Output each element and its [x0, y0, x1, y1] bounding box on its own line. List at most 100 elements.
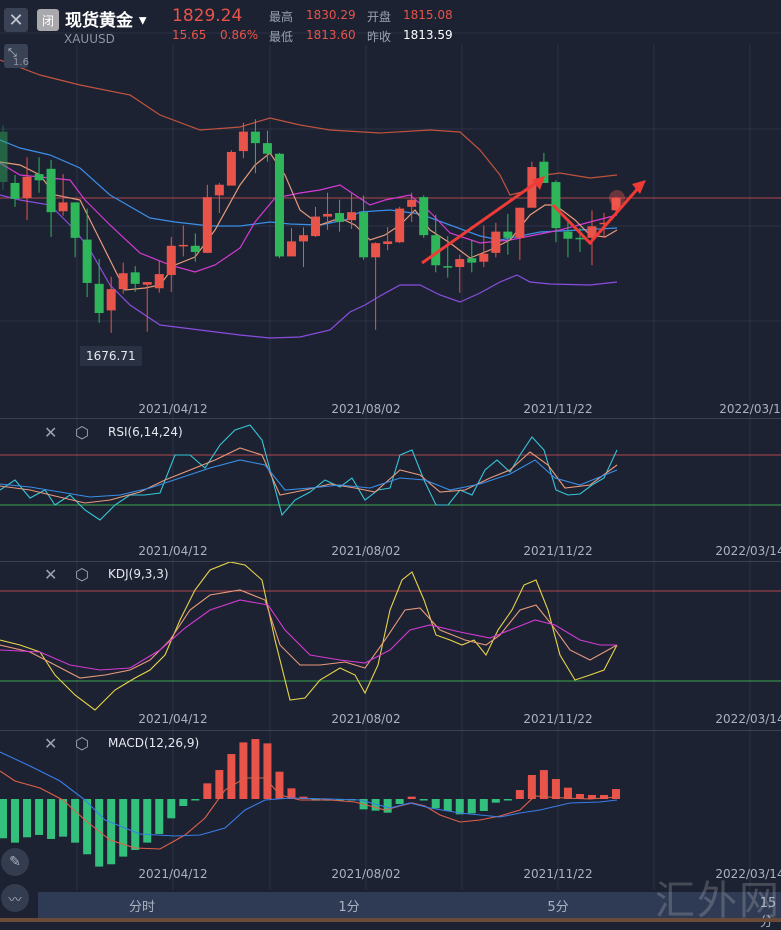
- panel-divider: [0, 418, 781, 419]
- candle-body: [142, 282, 152, 285]
- candle-body: [503, 231, 513, 238]
- date-label: 2021/08/02: [331, 712, 401, 726]
- date-label: 2021/04/12: [138, 544, 208, 558]
- candle-body: [286, 241, 296, 257]
- candle: [551, 180, 561, 243]
- low-value: 1813.60: [306, 28, 356, 42]
- candle: [142, 282, 152, 332]
- prev-close-label: 昨收: [367, 30, 392, 44]
- macd-bar: [503, 799, 512, 801]
- macd-bar: [527, 775, 536, 799]
- macd-bar: [395, 799, 404, 804]
- grid-lines: [0, 32, 781, 890]
- candle-body: [479, 253, 489, 262]
- tab-5min[interactable]: 5分: [547, 900, 569, 915]
- draw-tool-button[interactable]: ✎: [1, 848, 29, 876]
- indicator-button[interactable]: 〰: [1, 884, 29, 912]
- candle: [515, 207, 525, 260]
- candle: [479, 225, 489, 268]
- macd-bar: [467, 799, 476, 814]
- candle-body: [106, 289, 116, 311]
- macd-bar: [443, 799, 452, 811]
- kdj-k-line: [0, 589, 618, 679]
- candle-body: [34, 174, 44, 181]
- symbol-code: XAUUSD: [64, 32, 115, 46]
- date-label: 2021/11/22: [523, 544, 593, 558]
- macd-bar: [491, 799, 500, 803]
- settings-rsi-icon[interactable]: ⬡: [75, 423, 89, 442]
- candle: [118, 262, 128, 294]
- candle-body: [443, 266, 453, 268]
- macd-bar: [575, 794, 584, 799]
- candle-body: [166, 245, 176, 275]
- candle: [34, 157, 44, 193]
- macd-bar: [203, 783, 212, 799]
- candle-body: [551, 182, 561, 229]
- macd-bar: [59, 799, 68, 837]
- rsi6-line: [0, 424, 618, 521]
- candle-body: [94, 283, 104, 314]
- macd-bar: [371, 799, 380, 811]
- candle: [611, 196, 621, 212]
- candle: [70, 202, 80, 258]
- macd-bar: [71, 799, 80, 843]
- macd-bar: [275, 771, 284, 799]
- candle-body: [359, 212, 369, 258]
- candle: [226, 150, 236, 186]
- instrument-selector[interactable]: 现货黄金 ▼: [65, 6, 147, 31]
- tab-1min[interactable]: 1分: [338, 900, 360, 915]
- macd-bar: [47, 799, 56, 839]
- candle: [323, 192, 333, 230]
- candle: [311, 206, 321, 237]
- candle: [491, 222, 501, 258]
- candle-body: [178, 244, 188, 247]
- close-button[interactable]: ✕: [4, 8, 28, 32]
- candle: [395, 206, 405, 244]
- candle: [503, 213, 513, 255]
- close-rsi-icon[interactable]: ✕: [44, 423, 58, 442]
- close-kdj-icon[interactable]: ✕: [44, 565, 58, 584]
- macd-bar: [419, 799, 428, 801]
- candle-body: [575, 237, 585, 240]
- macd-bar: [551, 779, 560, 799]
- close-icon: ✕: [8, 9, 24, 31]
- macd-title: MACD(12,26,9): [108, 736, 200, 750]
- market-status-badge: 闭: [37, 9, 59, 31]
- date-label: 2021/11/22: [523, 867, 593, 881]
- boll-lower-line: [0, 194, 618, 339]
- macd-bar: [167, 799, 176, 819]
- candle: [106, 276, 116, 333]
- macd-dea-line: [0, 751, 618, 837]
- zoom-badge: 1.6: [13, 57, 29, 68]
- candle: [563, 218, 573, 258]
- candle: [178, 225, 188, 257]
- settings-kdj-icon[interactable]: ⬡: [75, 565, 89, 584]
- candle: [22, 157, 32, 221]
- macd-bar: [431, 799, 440, 809]
- macd-dif-line: [0, 770, 618, 850]
- macd-bar: [587, 795, 596, 799]
- zoom-toggle-button[interactable]: ⤡ 1.6: [4, 44, 29, 68]
- macd-bar: [479, 799, 488, 811]
- macd-bar: [227, 754, 236, 799]
- macd-bar: [600, 795, 608, 799]
- settings-macd-icon[interactable]: ⬡: [75, 734, 89, 753]
- macd-bar: [11, 799, 20, 843]
- high-value: 1830.29: [306, 8, 356, 22]
- candle: [383, 227, 393, 251]
- candle: [238, 122, 248, 159]
- tab-timeshare[interactable]: 分时: [128, 900, 156, 915]
- rsi14-line: [0, 447, 618, 504]
- candle-body: [226, 151, 236, 186]
- bottom-border: [0, 918, 781, 922]
- candle-body: [202, 197, 212, 253]
- candle-body: [46, 168, 56, 213]
- candle-body: [311, 216, 321, 237]
- candle-body: [563, 231, 573, 239]
- close-macd-icon[interactable]: ✕: [44, 734, 58, 753]
- macd-bar: [131, 799, 140, 850]
- macd-histogram: [0, 739, 621, 867]
- candlestick-series: [0, 119, 621, 333]
- macd-bar: [515, 790, 524, 799]
